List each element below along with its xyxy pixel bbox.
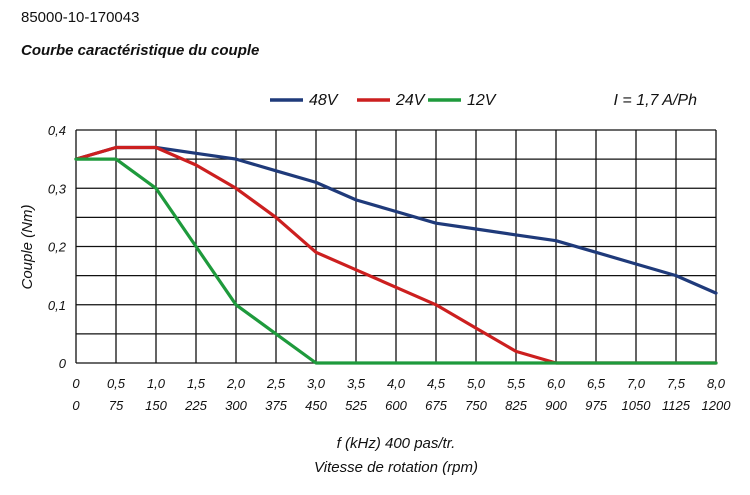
y-tick-label: 0: [59, 356, 67, 371]
x-tick-label-rpm: 150: [145, 398, 167, 413]
y-axis-title: Couple (Nm): [19, 204, 36, 289]
chart-title: Courbe caractéristique du couple: [21, 42, 260, 59]
x-tick-label: 3,5: [347, 376, 366, 391]
current-annotation: I = 1,7 A/Ph: [614, 92, 698, 109]
x-tick-label: 1,0: [147, 376, 166, 391]
x-tick-label-rpm: 1050: [622, 398, 652, 413]
x-tick-label-rpm: 900: [545, 398, 567, 413]
x-tick-label-rpm: 675: [425, 398, 447, 413]
x-tick-label-rpm: 300: [225, 398, 247, 413]
x-tick-label: 0,5: [107, 376, 126, 391]
x-tick-label: 7,5: [667, 376, 686, 391]
x-tick-label-rpm: 450: [305, 398, 327, 413]
x-tick-label: 0: [72, 376, 80, 391]
x-tick-label-rpm: 375: [265, 398, 287, 413]
x-axis-title: f (kHz) 400 pas/tr.: [337, 435, 456, 452]
x-tick-label-rpm: 1125: [662, 398, 691, 413]
x-tick-labels-rpm: 0 75 150 225 300 375 450 525 600 675 750 825 900 975 1…: [72, 398, 731, 413]
y-tick-label: 0,3: [48, 181, 67, 196]
x-tick-label: 4,0: [387, 376, 406, 391]
x-tick-label-rpm: 525: [345, 398, 367, 413]
legend-label-12V: 12V: [467, 92, 497, 109]
x-tick-label: 7,0: [627, 376, 646, 391]
x-tick-label-rpm: 75: [109, 398, 124, 413]
x-tick-label: 5,5: [507, 376, 526, 391]
x-tick-label-rpm: 1200: [702, 398, 732, 413]
series-line-48V: [74, 145, 718, 295]
series-line-24V: [74, 145, 718, 365]
x-tick-label-rpm: 0: [72, 398, 80, 413]
x-tick-label: 4,5: [427, 376, 446, 391]
legend: 48V 24V 12V: [270, 92, 497, 109]
grid: [75, 129, 717, 364]
y-tick-label: 0,1: [48, 298, 66, 313]
x-tick-label: 5,0: [467, 376, 486, 391]
product-code: 85000-10-170043: [21, 9, 140, 26]
x-tick-label: 2,0: [226, 376, 246, 391]
series-lines: [74, 145, 718, 365]
x-tick-label: 1,5: [187, 376, 206, 391]
x-tick-label-rpm: 975: [585, 398, 607, 413]
x-tick-label: 2,5: [266, 376, 286, 391]
series-line-12V: [74, 157, 718, 365]
x-tick-label-rpm: 750: [465, 398, 487, 413]
x-tick-label: 6,5: [587, 376, 606, 391]
x-tick-label-rpm: 225: [184, 398, 207, 413]
x-tick-label-rpm: 825: [505, 398, 527, 413]
y-tick-label: 0,4: [48, 123, 66, 138]
x-tick-label: 8,0: [707, 376, 726, 391]
x-axis-title-rpm: Vitesse de rotation (rpm): [314, 459, 478, 476]
x-tick-label: 3,0: [307, 376, 326, 391]
x-tick-label-rpm: 600: [385, 398, 407, 413]
x-tick-labels: 0 0,5 1,0 1,5 2,0 2,5 3,0 3,5 4,0 4,5 5,0 5,5 6,0 6,5…: [72, 376, 725, 391]
legend-label-24V: 24V: [395, 92, 426, 109]
y-tick-label: 0,2: [48, 240, 67, 255]
legend-label-48V: 48V: [309, 92, 339, 109]
x-tick-label: 6,0: [547, 376, 566, 391]
y-tick-labels: 0 0,1 0,2 0,3 0,4: [48, 123, 67, 371]
